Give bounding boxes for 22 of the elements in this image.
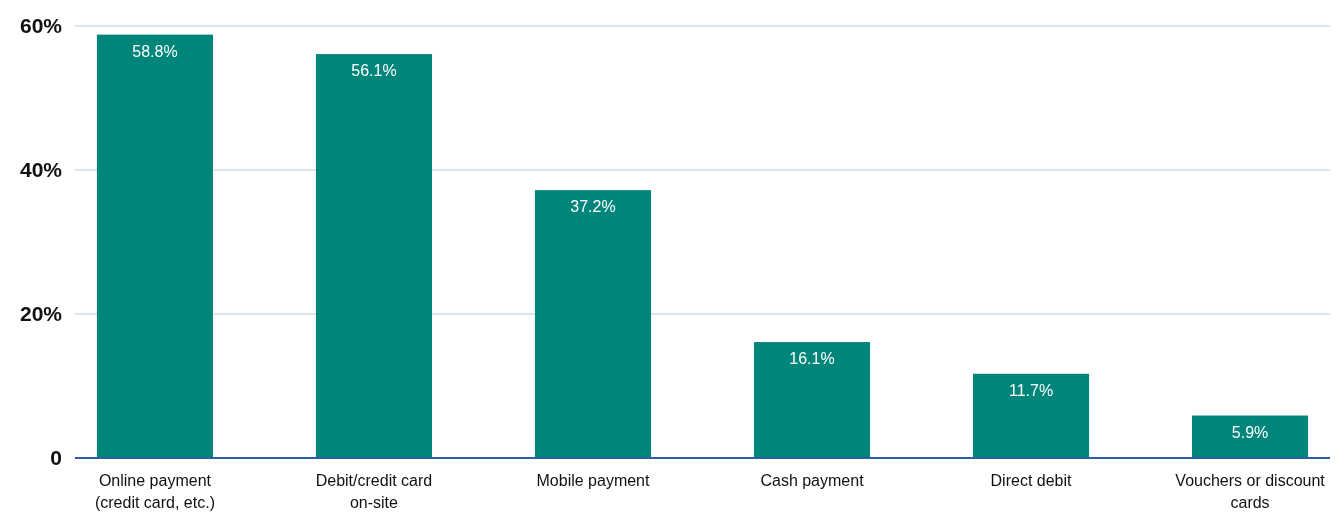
- data-label: 16.1%: [789, 350, 835, 368]
- y-tick-label: 60%: [19, 14, 63, 38]
- bar: [972, 373, 1090, 458]
- bar: [753, 342, 871, 458]
- bar: [315, 54, 433, 458]
- bar: [1192, 415, 1309, 458]
- data-label: 56.1%: [351, 62, 397, 80]
- data-label: 58.8%: [132, 42, 178, 60]
- bar: [534, 190, 652, 458]
- x-tick-label: Direct debit: [990, 472, 1073, 489]
- y-tick-label: 40%: [19, 158, 63, 182]
- y-tick-label: 20%: [19, 302, 63, 326]
- data-label: 37.2%: [570, 198, 616, 216]
- data-label: 11.7%: [1008, 381, 1054, 399]
- x-tick-label: Debit/credit card on-site: [315, 472, 433, 511]
- x-tick-label: Online payment (credit card, etc.): [94, 472, 215, 511]
- data-label: 5.9%: [1231, 423, 1269, 441]
- x-tick-label: Vouchers or discount cards: [1175, 472, 1326, 511]
- bar: [96, 34, 213, 458]
- y-tick-label: 0: [50, 446, 62, 470]
- x-tick-label: Cash payment: [760, 472, 865, 489]
- x-tick-label: Mobile payment: [536, 472, 651, 489]
